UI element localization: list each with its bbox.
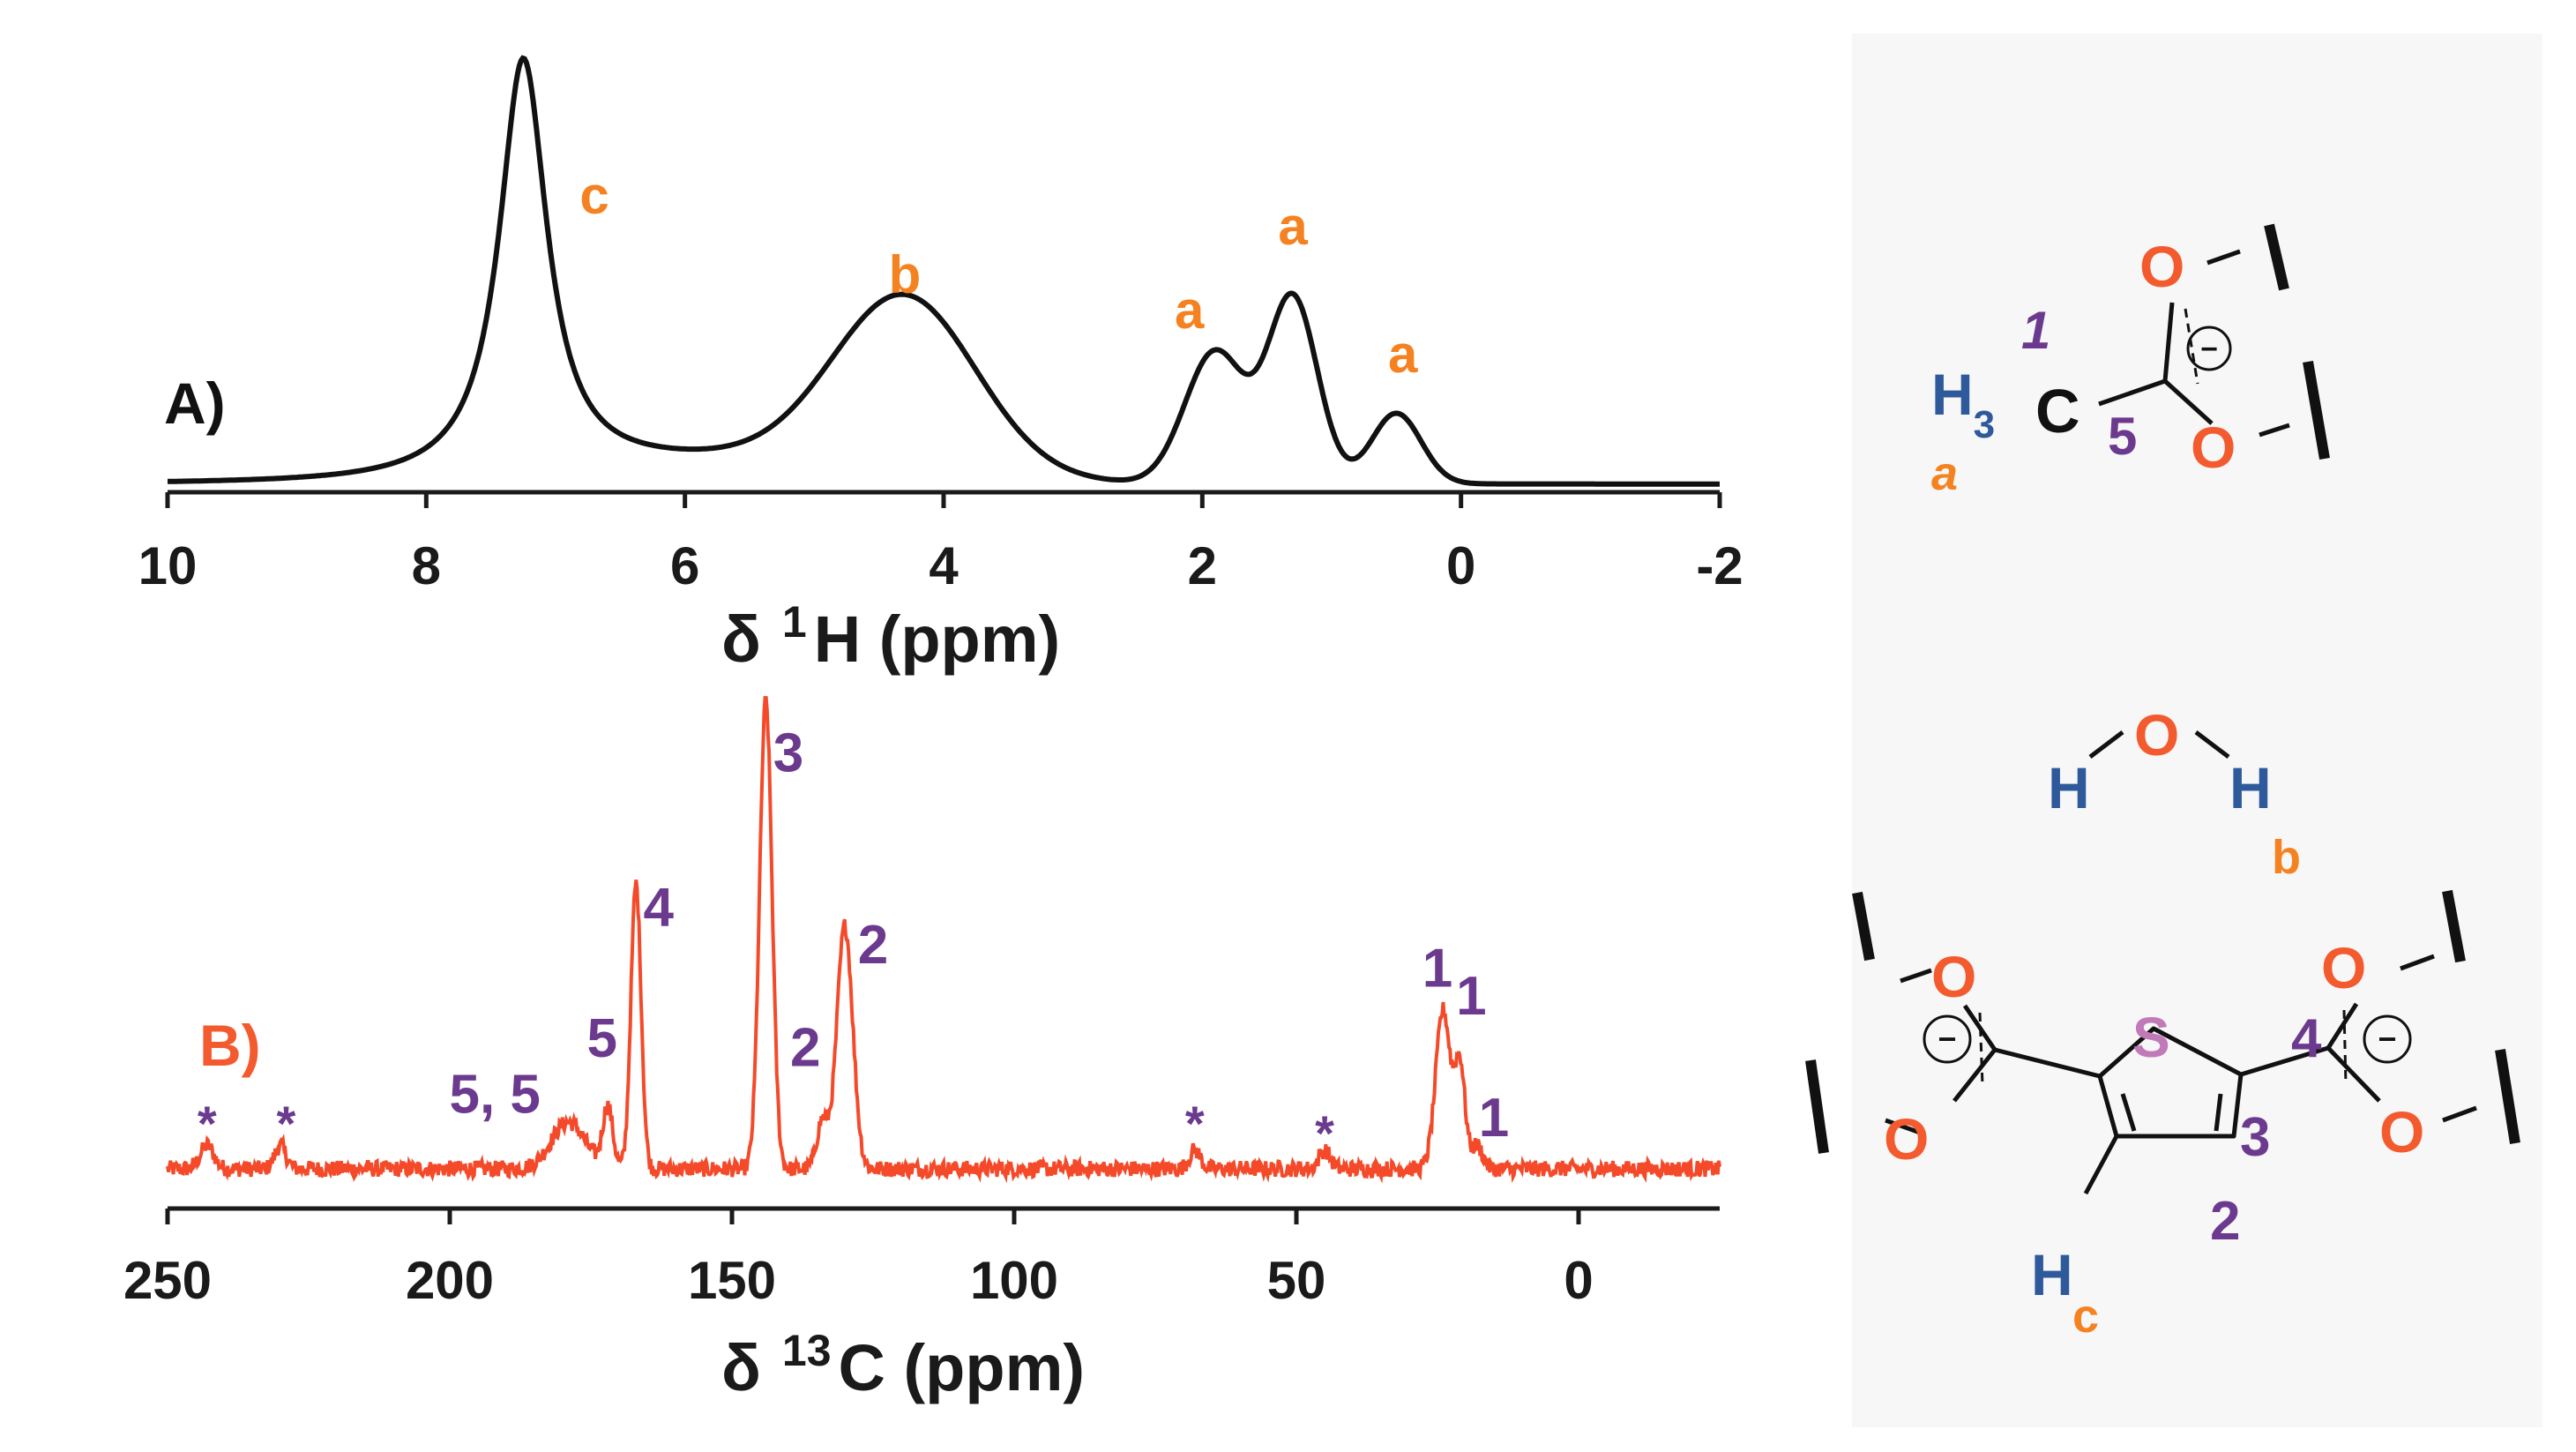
acetate-oxygen-top: O [2139, 234, 2184, 299]
water-structure: H O H b [2048, 702, 2301, 884]
thiophene-carbon-number-2: 2 [2210, 1191, 2240, 1252]
panel-a-peak-label: a [1175, 281, 1205, 340]
water-label-b: b [2272, 831, 2301, 884]
panel-a-tick-label: 8 [412, 536, 441, 595]
thiophene-oxygen-bottom-left: O [1884, 1106, 1929, 1171]
acetate-carbon: C [2035, 377, 2080, 445]
panel-b-spinning-sideband-marker: * [1185, 1096, 1205, 1151]
panel-b-tick-label: 150 [688, 1251, 776, 1310]
panel-a-tick-label: 6 [670, 536, 699, 595]
acetate-carbon-number-5: 5 [2108, 407, 2137, 466]
panel-b-peak-label: 1 [1422, 938, 1452, 999]
panel-b-tick-label: 0 [1564, 1251, 1593, 1310]
water-oxygen: O [2134, 702, 2179, 767]
acetate-carbon-number-1: 1 [2021, 301, 2050, 360]
panel-a-peak-label: b [889, 245, 922, 304]
svg-text:−: − [2200, 333, 2218, 366]
panel-a-peak-label: c [579, 166, 609, 225]
panel-a-tick-label: 0 [1446, 536, 1475, 595]
thiophene-oxygen-bottom-right: O [2379, 1099, 2424, 1164]
panel-a-tick-label: 10 [138, 536, 198, 595]
panel-a-tick-label: -2 [1696, 536, 1743, 595]
panel-b-peak-label: 5, 5 [449, 1064, 540, 1125]
panel-b-peak-label: 3 [773, 723, 803, 784]
thiophene-hydrogen: H [2031, 1242, 2073, 1307]
acetate-oxygen-bottom: O [2191, 415, 2236, 480]
panel-b-peak-label: 5 [587, 1008, 617, 1069]
thiophene-carbon-number-3: 3 [2240, 1107, 2270, 1168]
panel-b-tick-label: 50 [1267, 1251, 1326, 1310]
acetate-hydrogen: H3 [1931, 362, 1995, 446]
panel-b-axis-title: δ 13 C (ppm) [721, 1326, 1085, 1404]
panel-a-spectrum-line [168, 55, 1720, 487]
thiophene-oxygen-top-right: O [2321, 935, 2366, 1000]
panel-b-spinning-sideband-marker: * [277, 1096, 296, 1151]
svg-text:−: − [1938, 1021, 1956, 1057]
panel-a-peak-label: a [1278, 197, 1308, 256]
panel-a-peak-label: a [1388, 325, 1418, 384]
svg-text:−: − [2378, 1021, 2396, 1057]
thiophene-structure: − − S O O O O H c 2 3 4 [1805, 889, 2520, 1343]
water-hydrogen-right: H [2229, 755, 2272, 820]
panel-b-tick-label: 200 [406, 1251, 494, 1310]
thiophene-carbon-number-4: 4 [2291, 1008, 2322, 1069]
thiophene-label-c: c [2072, 1290, 2099, 1343]
panel-b-spinning-sideband-marker: * [1315, 1105, 1334, 1161]
panel-b-peak-label: 4 [644, 877, 675, 938]
panel-b-peak-label: 2 [858, 915, 888, 976]
panel-b-spinning-sideband-marker: * [198, 1096, 217, 1151]
panel-a-label: A) [164, 370, 226, 436]
thiophene-sulfur: S [2132, 1006, 2170, 1069]
right-panel-background [1852, 34, 2542, 1427]
thiophene-oxygen-top-left: O [1931, 944, 1976, 1009]
panel-b-peak-label: 1 [1456, 966, 1486, 1027]
panel-b-peak-label: 1 [1479, 1088, 1509, 1149]
panel-b-peak-label: 2 [790, 1017, 820, 1078]
water-hydrogen-left: H [2048, 755, 2090, 820]
panel-b-spectrum-line [166, 695, 1721, 1184]
panel-b-tick-label: 100 [970, 1251, 1058, 1310]
panel-b-tick-label: 250 [123, 1251, 212, 1310]
panel-a-tick-label: 2 [1188, 536, 1217, 595]
acetate-structure: − O O C H3 a 1 5 [1931, 223, 2330, 500]
acetate-label-a: a [1931, 447, 1958, 500]
panel-a-tick-label: 4 [929, 536, 959, 595]
panel-b-label: B) [199, 1013, 261, 1078]
